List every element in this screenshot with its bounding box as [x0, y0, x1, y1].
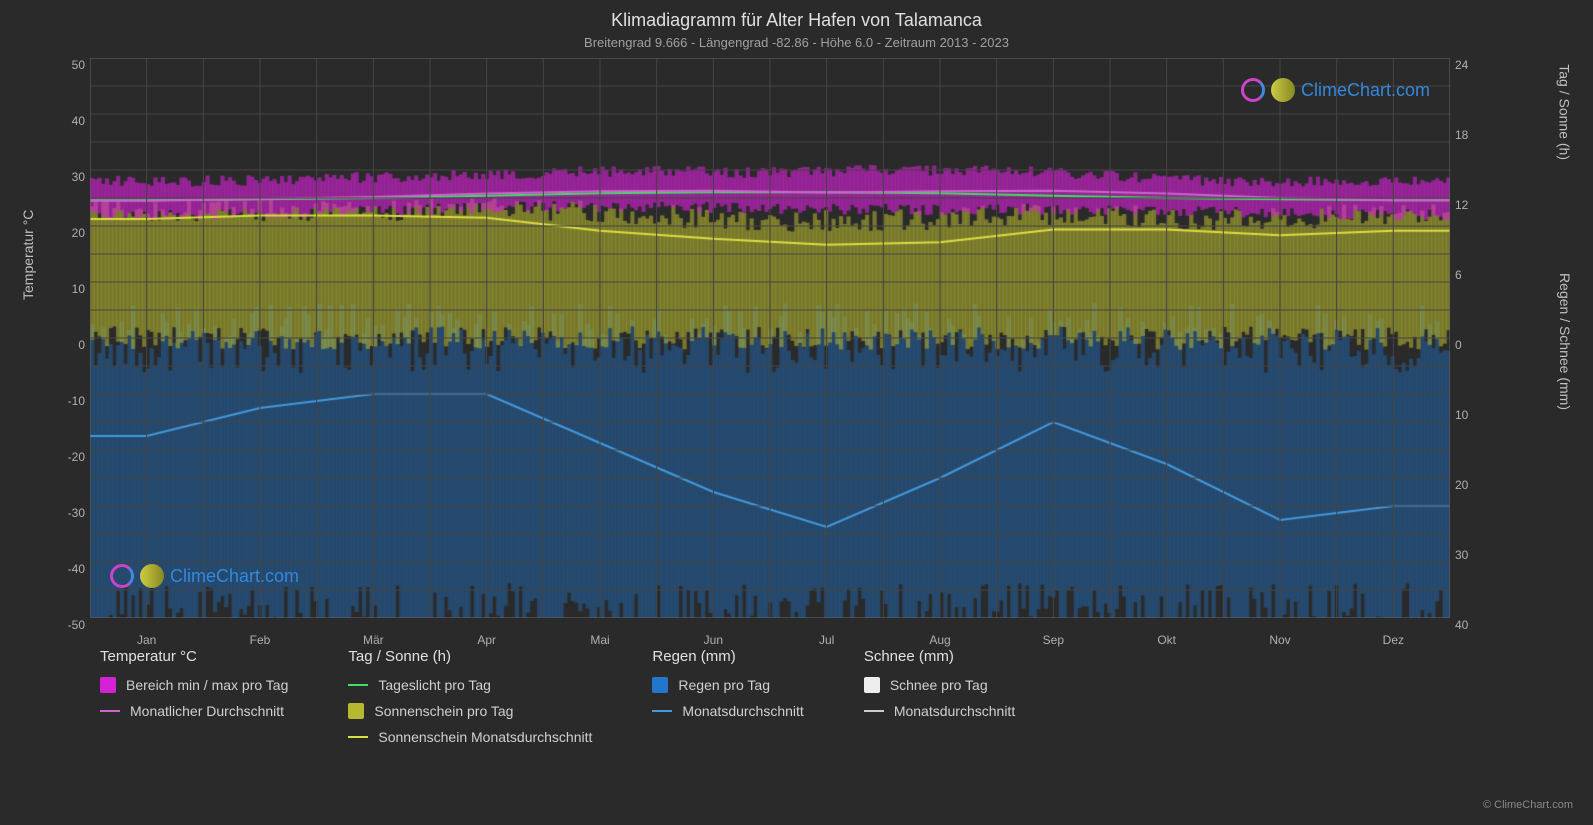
legend-header: Temperatur °C: [100, 648, 288, 665]
legend-group: Temperatur °C Bereich min / max pro Tag Mo…: [100, 648, 288, 755]
legend-label: Bereich min / max pro Tag: [126, 677, 288, 693]
right-top-axis-label: Tag / Sonne (h): [1557, 64, 1573, 160]
month-tick: Feb: [250, 633, 271, 647]
copyright-text: © ClimeChart.com: [1483, 799, 1573, 811]
month-tick: Aug: [929, 633, 950, 647]
legend-item: Schnee pro Tag: [864, 677, 1015, 693]
left-tick: 50: [45, 58, 85, 72]
watermark-bottom: ClimeChart.com: [110, 564, 299, 588]
chart-subtitle: Breitengrad 9.666 - Längengrad -82.86 - …: [10, 35, 1583, 50]
legend-header: Regen (mm): [652, 648, 803, 665]
left-tick: 30: [45, 170, 85, 184]
month-tick: Jul: [819, 633, 834, 647]
logo-sun-icon: [140, 564, 164, 588]
month-tick: Okt: [1157, 633, 1176, 647]
month-tick: Nov: [1269, 633, 1290, 647]
month-tick: Mai: [590, 633, 609, 647]
logo-c-icon: [1241, 78, 1265, 102]
watermark-text: ClimeChart.com: [170, 566, 299, 587]
line-swatch-icon: [348, 684, 368, 686]
left-tick: -20: [45, 450, 85, 464]
left-tick: -30: [45, 506, 85, 520]
left-tick: 10: [45, 282, 85, 296]
right-tick-hour: 6: [1455, 268, 1462, 282]
legend-item: Sonnenschein Monatsdurchschnitt: [348, 729, 592, 745]
month-tick: Mär: [363, 633, 384, 647]
legend-item: Monatsdurchschnitt: [652, 703, 803, 719]
right-tick-hour: 18: [1455, 128, 1468, 142]
left-tick: 40: [45, 114, 85, 128]
color-swatch-icon: [348, 703, 364, 719]
month-tick: Apr: [477, 633, 496, 647]
legend-label: Sonnenschein pro Tag: [374, 703, 513, 719]
legend-label: Monatlicher Durchschnitt: [130, 703, 284, 719]
right-tick-mm: 10: [1455, 408, 1468, 422]
right-bottom-axis-label: Regen / Schnee (mm): [1557, 273, 1573, 410]
legend-label: Regen pro Tag: [678, 677, 770, 693]
right-tick-hour: 24: [1455, 58, 1468, 72]
watermark-top: ClimeChart.com: [1241, 78, 1430, 102]
plot-area: ClimeChart.com ClimeChart.com: [90, 58, 1450, 618]
month-tick: Jan: [137, 633, 156, 647]
legend-label: Sonnenschein Monatsdurchschnitt: [378, 729, 592, 745]
legend-label: Schnee pro Tag: [890, 677, 988, 693]
grid-overlay: [90, 58, 1450, 618]
left-tick: 20: [45, 226, 85, 240]
climate-chart-container: Klimadiagramm für Alter Hafen von Talama…: [10, 10, 1583, 815]
right-tick-hour: 12: [1455, 198, 1468, 212]
color-swatch-icon: [652, 677, 668, 693]
legend-item: Monatlicher Durchschnitt: [100, 703, 288, 719]
right-tick-hour: 0: [1455, 338, 1462, 352]
legend-group: Regen (mm) Regen pro Tag Monatsdurchschnit…: [652, 648, 803, 755]
left-tick: -10: [45, 394, 85, 408]
legend-header: Schnee (mm): [864, 648, 1015, 665]
left-axis-label: Temperatur °C: [20, 210, 36, 300]
color-swatch-icon: [100, 677, 116, 693]
legend-item: Monatsdurchschnitt: [864, 703, 1015, 719]
legend-item: Regen pro Tag: [652, 677, 803, 693]
line-swatch-icon: [864, 710, 884, 712]
legend-label: Monatsdurchschnitt: [894, 703, 1015, 719]
legend-group: Tag / Sonne (h) Tageslicht pro Tag Sonnens…: [348, 648, 592, 755]
legend-group: Schnee (mm) Schnee pro Tag Monatsdurchschn…: [864, 648, 1015, 755]
line-swatch-icon: [100, 710, 120, 712]
month-tick: Jun: [704, 633, 723, 647]
month-tick: Dez: [1383, 633, 1404, 647]
watermark-text: ClimeChart.com: [1301, 80, 1430, 101]
chart-title: Klimadiagramm für Alter Hafen von Talama…: [10, 10, 1583, 31]
line-swatch-icon: [348, 736, 368, 738]
legend-item: Bereich min / max pro Tag: [100, 677, 288, 693]
right-tick-mm: 20: [1455, 478, 1468, 492]
legend-label: Monatsdurchschnitt: [682, 703, 803, 719]
right-tick-mm: 30: [1455, 548, 1468, 562]
month-tick: Sep: [1043, 633, 1064, 647]
legend: Temperatur °C Bereich min / max pro Tag Mo…: [100, 648, 1583, 755]
left-tick: 0: [45, 338, 85, 352]
legend-label: Tageslicht pro Tag: [378, 677, 491, 693]
left-tick: -50: [45, 618, 85, 632]
left-tick: -40: [45, 562, 85, 576]
legend-header: Tag / Sonne (h): [348, 648, 592, 665]
legend-item: Sonnenschein pro Tag: [348, 703, 592, 719]
logo-sun-icon: [1271, 78, 1295, 102]
logo-c-icon: [110, 564, 134, 588]
color-swatch-icon: [864, 677, 880, 693]
line-swatch-icon: [652, 710, 672, 712]
legend-item: Tageslicht pro Tag: [348, 677, 592, 693]
right-tick-mm: 40: [1455, 618, 1468, 632]
